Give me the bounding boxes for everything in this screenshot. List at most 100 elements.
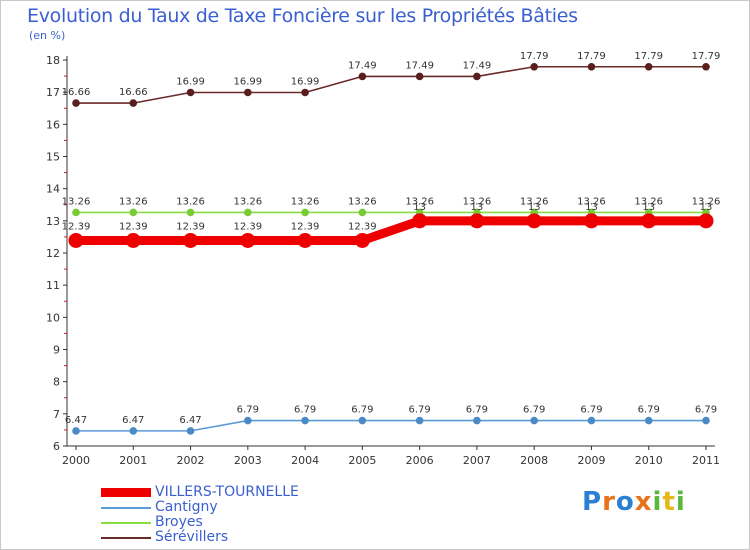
series-villers-tournelle-data-label: 13 bbox=[413, 202, 426, 213]
series-s-r-villers-data-label: 16.66 bbox=[62, 87, 91, 98]
series-villers-tournelle-point bbox=[412, 213, 428, 229]
unit-label: (en %) bbox=[29, 29, 66, 42]
series-s-r-villers-data-label: 17.79 bbox=[692, 51, 721, 62]
series-villers-tournelle-data-label: 12.39 bbox=[233, 221, 262, 232]
series-villers-tournelle-point bbox=[297, 232, 313, 248]
series-broyes-data-label: 13.26 bbox=[348, 196, 377, 207]
x-tick-label: 2010 bbox=[635, 454, 663, 467]
series-cantigny-point bbox=[415, 416, 424, 425]
legend-swatch bbox=[101, 507, 151, 509]
series-cantigny-point bbox=[702, 416, 710, 425]
series-cantigny-data-label: 6.79 bbox=[351, 405, 373, 416]
series-s-r-villers-data-label: 16.99 bbox=[291, 76, 320, 87]
series-s-r-villers-point bbox=[530, 62, 538, 71]
series-cantigny-data-label: 6.79 bbox=[409, 405, 431, 416]
logo-letter: o bbox=[615, 487, 635, 517]
y-tick-label: 10 bbox=[46, 311, 60, 324]
series-broyes-data-label: 13.26 bbox=[233, 196, 262, 207]
series-villers-tournelle-point bbox=[125, 232, 141, 248]
series-cantigny-data-label: 6.79 bbox=[237, 405, 259, 416]
series-s-r-villers-data-label: 17.79 bbox=[634, 51, 663, 62]
series-cantigny-data-label: 6.79 bbox=[580, 405, 602, 416]
series-s-r-villers-point bbox=[644, 62, 653, 71]
y-tick-label: 7 bbox=[53, 408, 60, 421]
series-cantigny-data-label: 6.79 bbox=[294, 405, 316, 416]
y-tick-label: 17 bbox=[46, 86, 60, 99]
series-broyes-point bbox=[186, 208, 195, 217]
x-tick-label: 2003 bbox=[234, 454, 262, 467]
legend-swatch bbox=[101, 488, 151, 497]
series-villers-tournelle-point bbox=[641, 213, 657, 229]
series-broyes-point bbox=[129, 208, 138, 217]
series-villers-tournelle-point bbox=[240, 232, 256, 248]
series-villers-tournelle-data-label: 12.39 bbox=[176, 221, 205, 232]
series-villers-tournelle-data-label: 13 bbox=[585, 202, 598, 213]
series-villers-tournelle-data-label: 13 bbox=[471, 202, 484, 213]
series-villers-tournelle-data-label: 12.39 bbox=[119, 221, 148, 232]
series-s-r-villers-point bbox=[587, 62, 596, 71]
legend-swatch bbox=[101, 522, 151, 524]
legend-label: Broyes bbox=[155, 514, 203, 530]
y-tick-label: 12 bbox=[46, 247, 60, 260]
series-s-r-villers-line bbox=[76, 65, 706, 104]
series-s-r-villers-data-label: 17.79 bbox=[520, 51, 549, 62]
series-broyes-point bbox=[244, 208, 252, 217]
series-villers-tournelle-line bbox=[76, 216, 706, 245]
legend-label: Cantigny bbox=[155, 499, 218, 515]
x-tick-label: 2006 bbox=[406, 454, 434, 467]
series-broyes-data-label: 13.26 bbox=[577, 196, 606, 207]
series-villers-tournelle-data-label: 12.39 bbox=[348, 221, 377, 232]
logo-letter: i bbox=[652, 487, 663, 517]
series-villers-tournelle-point bbox=[183, 232, 199, 248]
series-s-r-villers-point bbox=[244, 88, 252, 97]
series-broyes-data-label: 13.26 bbox=[405, 196, 434, 207]
series-s-r-villers-data-label: 17.49 bbox=[405, 60, 434, 71]
series-cantigny-data-label: 6.79 bbox=[523, 405, 545, 416]
legend-label: Sérévillers bbox=[155, 529, 229, 545]
proxiti-logo: Proxiti bbox=[582, 487, 686, 517]
series-cantigny-data-label: 6.47 bbox=[122, 415, 144, 426]
series-cantigny-data-label: 6.47 bbox=[179, 415, 201, 426]
x-tick-label: 2011 bbox=[692, 454, 720, 467]
series-broyes-data-label: 13.26 bbox=[463, 196, 492, 207]
series-broyes-data-label: 13.26 bbox=[520, 196, 549, 207]
series-villers-tournelle-data-label: 13 bbox=[642, 202, 655, 213]
y-tick-label: 18 bbox=[46, 54, 60, 67]
series-s-r-villers-point bbox=[415, 72, 424, 81]
legend-swatch bbox=[101, 537, 151, 539]
series-cantigny-data-label: 6.79 bbox=[466, 405, 488, 416]
logo-letter: i bbox=[675, 487, 686, 517]
series-villers-tournelle-point bbox=[469, 213, 485, 229]
series-broyes-data-label: 13.26 bbox=[692, 196, 721, 207]
series-villers-tournelle-point bbox=[583, 213, 599, 229]
series-cantigny-point bbox=[473, 416, 481, 425]
series-cantigny-line bbox=[76, 419, 706, 432]
series-s-r-villers-data-label: 16.66 bbox=[119, 87, 148, 98]
y-tick-label: 15 bbox=[46, 151, 60, 164]
series-broyes-data-label: 13.26 bbox=[634, 196, 663, 207]
series-broyes-point bbox=[358, 208, 367, 217]
series-s-r-villers-point bbox=[473, 72, 481, 81]
series-s-r-villers-point bbox=[702, 62, 710, 71]
series-broyes-point bbox=[301, 208, 309, 217]
x-tick-label: 2005 bbox=[348, 454, 376, 467]
x-tick-label: 2001 bbox=[119, 454, 147, 467]
series-cantigny-point bbox=[587, 416, 596, 425]
y-tick-label: 11 bbox=[46, 279, 60, 292]
series-villers-tournelle-data-label: 13 bbox=[700, 202, 713, 213]
logo-letter: t bbox=[662, 487, 676, 517]
series-cantigny-point bbox=[358, 416, 367, 425]
series-broyes-data-label: 13.26 bbox=[176, 196, 205, 207]
x-tick-label: 2009 bbox=[577, 454, 605, 467]
y-tick-label: 16 bbox=[46, 118, 60, 131]
series-s-r-villers-data-label: 16.99 bbox=[233, 76, 262, 87]
series-cantigny-point bbox=[301, 416, 309, 425]
series-villers-tournelle-point bbox=[698, 213, 714, 229]
series-villers-tournelle-data-label: 12.39 bbox=[62, 221, 91, 232]
x-tick-label: 2007 bbox=[463, 454, 491, 467]
y-tick-label: 9 bbox=[53, 344, 60, 357]
series-villers-tournelle-point bbox=[68, 232, 84, 248]
series-s-r-villers-point bbox=[301, 88, 309, 97]
